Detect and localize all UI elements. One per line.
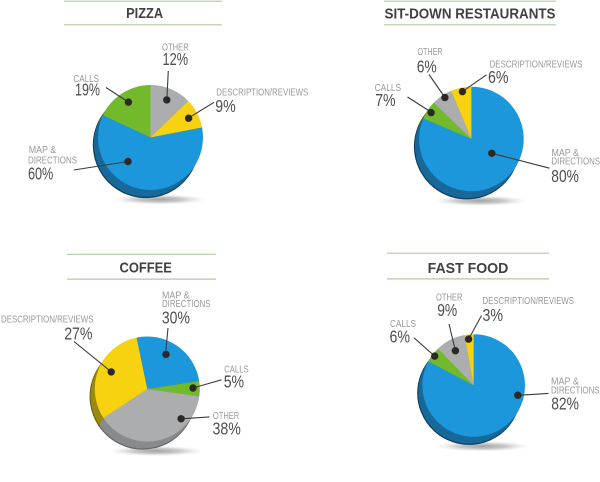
- svg-text:82%: 82%: [551, 394, 579, 414]
- svg-text:30%: 30%: [162, 308, 190, 328]
- svg-text:CALLS: CALLS: [390, 319, 416, 330]
- svg-text:MAP &: MAP &: [162, 290, 190, 301]
- svg-text:DESCRIPTION/REVIEWS: DESCRIPTION/REVIEWS: [483, 296, 575, 307]
- svg-text:DIRECTIONS: DIRECTIONS: [551, 386, 600, 397]
- svg-text:DESCRIPTION/REVIEWS: DESCRIPTION/REVIEWS: [490, 60, 583, 71]
- svg-text:5%: 5%: [224, 372, 244, 392]
- svg-text:DIRECTIONS: DIRECTIONS: [28, 156, 77, 167]
- svg-text:3%: 3%: [483, 305, 504, 325]
- svg-text:CALLS: CALLS: [375, 83, 402, 94]
- svg-text:MAP &: MAP &: [29, 145, 57, 156]
- svg-text:7%: 7%: [375, 90, 395, 110]
- svg-text:OTHER: OTHER: [418, 47, 443, 58]
- svg-text:80%: 80%: [551, 166, 579, 186]
- svg-text:DIRECTIONS: DIRECTIONS: [162, 299, 211, 310]
- svg-text:MAP &: MAP &: [552, 148, 580, 159]
- svg-text:9%: 9%: [437, 300, 457, 320]
- svg-text:PIZZA: PIZZA: [126, 5, 163, 22]
- svg-text:OTHER: OTHER: [436, 293, 463, 304]
- svg-text:DIRECTIONS: DIRECTIONS: [552, 157, 600, 168]
- svg-text:DESCRIPTION/REVIEWS: DESCRIPTION/REVIEWS: [216, 87, 308, 98]
- svg-text:DESCRIPTION/REVIEWS: DESCRIPTION/REVIEWS: [1, 315, 94, 326]
- svg-text:OTHER: OTHER: [162, 42, 189, 53]
- svg-text:OTHER: OTHER: [213, 411, 239, 422]
- svg-text:19%: 19%: [75, 80, 100, 100]
- svg-text:CALLS: CALLS: [224, 365, 249, 376]
- svg-text:6%: 6%: [488, 67, 509, 87]
- svg-text:9%: 9%: [215, 96, 236, 116]
- svg-text:COFFEE: COFFEE: [120, 260, 172, 277]
- svg-text:38%: 38%: [213, 418, 241, 438]
- svg-text:SIT-DOWN RESTAURANTS: SIT-DOWN RESTAURANTS: [385, 5, 556, 22]
- svg-text:27%: 27%: [64, 323, 92, 343]
- svg-text:MAP &: MAP &: [551, 377, 579, 388]
- svg-text:6%: 6%: [417, 57, 437, 77]
- svg-text:6%: 6%: [390, 327, 411, 347]
- svg-text:CALLS: CALLS: [73, 74, 99, 85]
- svg-text:60%: 60%: [28, 164, 53, 184]
- svg-text:FAST FOOD: FAST FOOD: [428, 260, 509, 277]
- svg-text:12%: 12%: [163, 49, 189, 69]
